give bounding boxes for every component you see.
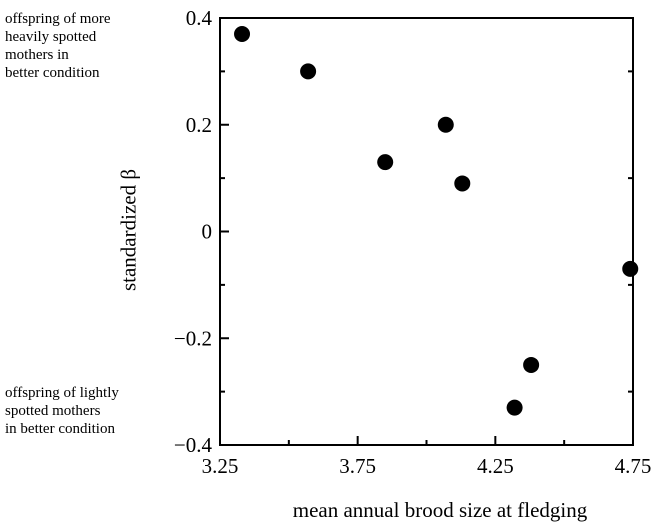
y-tick-label: −0.2 [174, 326, 212, 350]
y-tick-label: −0.4 [174, 433, 213, 457]
data-point [437, 116, 454, 133]
data-point [622, 260, 639, 277]
y-tick-label: 0 [202, 220, 213, 244]
data-point [234, 26, 251, 43]
annotation-bottom: offspring of lightly spotted mothers in … [5, 385, 119, 437]
plot-frame [219, 17, 634, 446]
x-tick-label: 4.25 [477, 454, 514, 478]
data-point [377, 154, 394, 171]
data-point [300, 63, 317, 80]
annotation-top: offspring of more heavily spotted mother… [5, 11, 111, 81]
y-tick-label: 0.4 [186, 6, 213, 30]
y-axis-label: standardized β [116, 168, 141, 292]
data-point [523, 356, 540, 373]
x-tick-label: 3.75 [339, 454, 376, 478]
x-tick-label: 3.25 [202, 454, 239, 478]
x-tick-label: 4.75 [615, 454, 652, 478]
data-point [454, 175, 471, 192]
x-axis-label: mean annual brood size at fledging [292, 498, 588, 522]
y-tick-label: 0.2 [186, 113, 212, 137]
data-point [506, 399, 523, 416]
